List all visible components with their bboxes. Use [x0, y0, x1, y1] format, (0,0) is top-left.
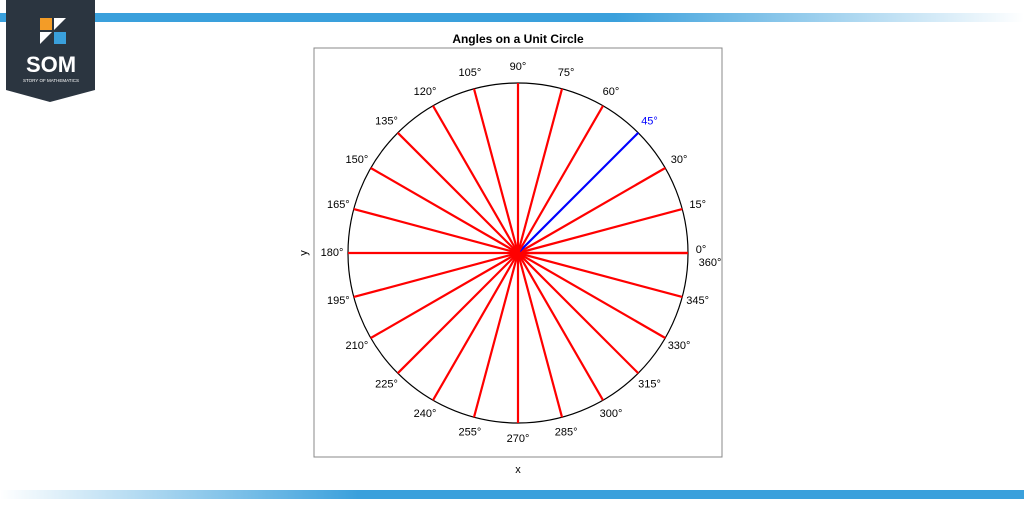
- ray: [370, 167, 519, 254]
- angle-label: 135°: [375, 115, 398, 127]
- ray: [353, 251, 519, 299]
- ray: [397, 132, 519, 254]
- ray: [370, 252, 519, 339]
- angle-label: 15°: [689, 199, 706, 211]
- angle-label: 0°: [696, 244, 707, 256]
- angle-label: 120°: [414, 86, 437, 98]
- angle-label: 315°: [638, 378, 661, 390]
- angle-label: 330°: [668, 340, 691, 352]
- angle-label: 360°: [699, 257, 722, 269]
- angle-label: 180°: [321, 247, 344, 259]
- angle-label: 255°: [458, 427, 481, 439]
- ray: [517, 167, 666, 254]
- logo-shape: [40, 32, 52, 44]
- ray: [432, 252, 519, 401]
- ray: [472, 252, 520, 418]
- angle-label: 195°: [327, 295, 350, 307]
- chart-title: Angles on a Unit Circle: [452, 32, 584, 46]
- angle-label: 240°: [414, 408, 437, 420]
- top-stripe: [0, 13, 1024, 22]
- ray: [517, 207, 683, 255]
- angle-label: 90°: [510, 61, 527, 73]
- ray: [517, 132, 639, 254]
- ray: [397, 252, 519, 374]
- angle-label: 150°: [346, 154, 369, 166]
- angle-label: 105°: [458, 67, 481, 79]
- logo: SOM STORY OF MATHEMATICS: [6, 0, 95, 102]
- ray: [353, 207, 519, 255]
- ray: [472, 88, 520, 254]
- x-axis-label: x: [515, 464, 521, 476]
- angle-label: 30°: [671, 154, 688, 166]
- logo-shape: [54, 18, 66, 30]
- angle-label: 45°: [641, 115, 658, 127]
- ray: [517, 105, 604, 254]
- bottom-stripe: [0, 490, 1024, 499]
- logo-subtitle: STORY OF MATHEMATICS: [23, 78, 79, 83]
- y-axis-label: y: [298, 250, 310, 256]
- ray: [517, 252, 604, 401]
- angle-label: 225°: [375, 378, 398, 390]
- angle-label: 60°: [603, 86, 620, 98]
- logo-shape: [54, 32, 66, 44]
- angle-label: 345°: [686, 295, 709, 307]
- logo-shape: [40, 18, 52, 30]
- angle-label: 75°: [558, 67, 575, 79]
- ray: [517, 251, 683, 299]
- logo-text: SOM: [26, 52, 76, 77]
- angle-label: 270°: [507, 433, 530, 445]
- angle-label: 300°: [600, 408, 623, 420]
- ray: [517, 252, 639, 374]
- angle-label: 165°: [327, 199, 350, 211]
- ray: [517, 252, 666, 339]
- logo-badge: [6, 0, 95, 102]
- ray: [432, 105, 519, 254]
- ray: [516, 252, 564, 418]
- ray: [516, 88, 564, 254]
- angle-label: 210°: [346, 340, 369, 352]
- angle-label: 285°: [555, 427, 578, 439]
